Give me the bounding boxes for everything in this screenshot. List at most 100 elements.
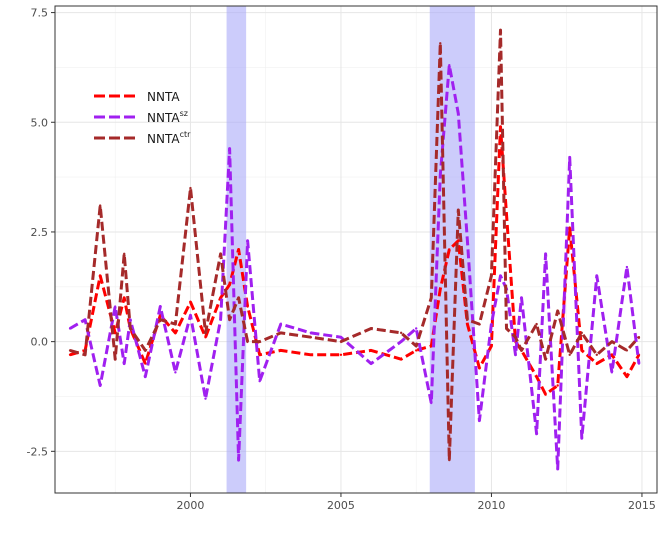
series-point [68, 349, 72, 352]
series-point [514, 353, 517, 356]
series-point [219, 252, 222, 256]
series-point [189, 300, 192, 304]
series-point [499, 274, 502, 278]
series-point [204, 397, 207, 400]
legend-label: NNTAsz [147, 109, 188, 125]
series-point [544, 357, 547, 361]
series-point [439, 287, 442, 291]
series-point [189, 186, 192, 190]
legend-label-text: NNTA [147, 90, 180, 104]
series-point [228, 283, 231, 286]
series-point [457, 208, 460, 212]
series-point [258, 379, 261, 383]
series-point [204, 331, 207, 335]
legend-label: NNTA [147, 90, 180, 104]
series-point [114, 331, 117, 335]
series-point [123, 362, 126, 365]
series-point [258, 340, 261, 343]
series-point [123, 296, 126, 299]
series-point [83, 318, 87, 321]
series-point [174, 371, 177, 374]
series-point [159, 305, 162, 308]
series-point [535, 375, 538, 378]
series-point [279, 322, 282, 326]
series-point [219, 296, 222, 299]
series-point [246, 239, 249, 242]
series-point [466, 318, 469, 321]
series-point [98, 274, 102, 278]
series-point [520, 349, 523, 352]
series-point [415, 344, 418, 348]
series-point [448, 64, 451, 67]
y-tick-label: 7.5 [31, 7, 49, 20]
series-point [399, 357, 403, 361]
series-point [114, 357, 117, 361]
series-point [430, 296, 433, 299]
series-point [258, 353, 261, 356]
series-point [625, 349, 629, 352]
series-point [144, 349, 147, 352]
axis-layer: 2000 2005 2010 2015 -2.5 0.0 2.5 5.0 7.5 [27, 5, 658, 512]
legend-label-text: NNTA [147, 132, 180, 146]
series-point [237, 296, 240, 299]
series-point [535, 432, 538, 435]
series-point [520, 296, 523, 299]
series-point [544, 252, 547, 256]
y-tick-label: 2.5 [31, 226, 49, 239]
series-point [279, 349, 282, 352]
series-point [415, 327, 418, 330]
series-point [83, 353, 87, 356]
series-point [68, 327, 72, 330]
series-point [556, 384, 559, 387]
y-tick-label: 5.0 [31, 116, 49, 129]
series-line [69, 125, 641, 396]
series-point [457, 239, 460, 242]
series-point [98, 384, 102, 387]
series-point [415, 349, 418, 352]
y-tick-label: 0.0 [31, 336, 49, 349]
series-point [228, 147, 231, 150]
series-point [399, 340, 403, 343]
series-point [309, 336, 313, 339]
x-tick-label: 2005 [327, 499, 355, 512]
series-point [595, 353, 598, 356]
legend-label-superscript: ctr [180, 130, 192, 139]
series-point [490, 274, 493, 278]
series-point [309, 331, 313, 335]
series-point [144, 362, 147, 365]
series-point [339, 340, 343, 343]
series-layer [68, 28, 641, 471]
series-point [369, 349, 373, 352]
series-point [439, 42, 442, 45]
series-point [568, 156, 571, 159]
series-point [610, 340, 614, 343]
series-point [580, 349, 583, 352]
series-point [625, 375, 629, 378]
x-tick-label: 2000 [176, 499, 204, 512]
series-point [98, 204, 102, 207]
legend-label-text: NNTA [147, 111, 180, 125]
series-point [478, 366, 481, 370]
series-point [478, 419, 481, 422]
series-point [339, 353, 343, 356]
legend-label: NNTActr [147, 130, 191, 146]
series-point [499, 28, 502, 32]
series-point [466, 322, 469, 326]
series-point [174, 331, 177, 335]
series-point [339, 336, 343, 339]
y-tick-label: -2.5 [27, 445, 48, 458]
series-point [556, 467, 559, 471]
series-point [499, 125, 502, 128]
series-point [439, 173, 442, 177]
series-point [246, 305, 249, 308]
series-point [505, 327, 508, 330]
plot-frame [54, 5, 658, 494]
series-line [69, 63, 641, 471]
series-line [69, 28, 641, 462]
series-point [514, 336, 517, 339]
series-point [637, 336, 641, 339]
series-point [309, 353, 313, 356]
series-point [68, 353, 72, 356]
